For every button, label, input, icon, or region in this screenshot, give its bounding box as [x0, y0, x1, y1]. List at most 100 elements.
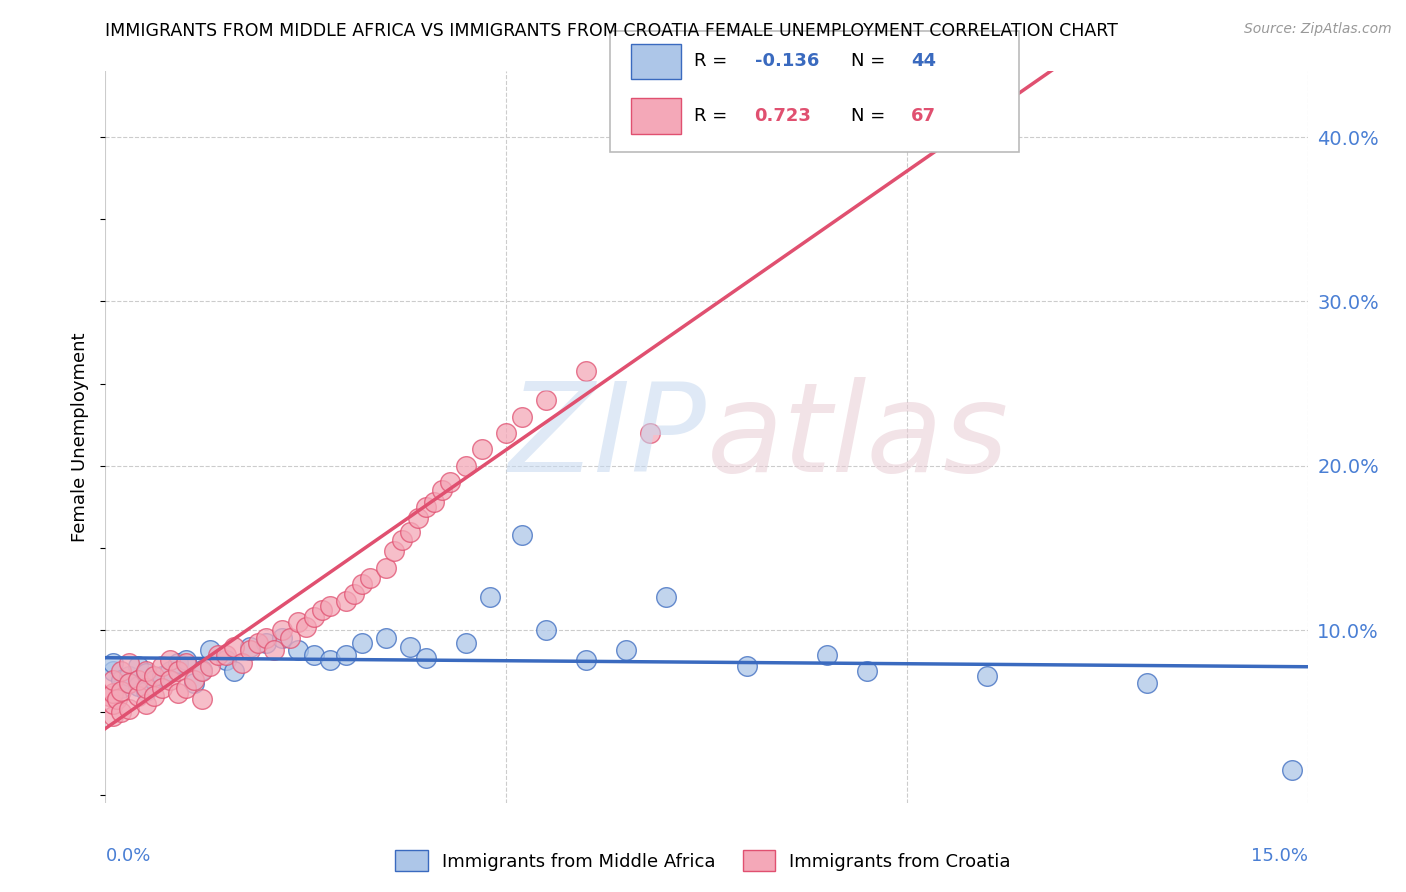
Point	[127, 659, 149, 673]
Bar	[631, 44, 682, 78]
Point	[399, 524, 422, 539]
Point	[190, 692, 212, 706]
Point	[198, 659, 221, 673]
Point	[135, 684, 157, 698]
Text: 67: 67	[911, 107, 936, 125]
Point	[214, 653, 236, 667]
Point	[110, 681, 132, 695]
Point	[399, 640, 422, 654]
Point	[127, 689, 149, 703]
Bar	[631, 98, 682, 134]
Point	[103, 697, 125, 711]
Point	[302, 610, 325, 624]
Point	[239, 643, 262, 657]
Point	[110, 665, 132, 679]
Text: Source: ZipAtlas.com: Source: ZipAtlas.com	[1244, 22, 1392, 37]
Point	[135, 665, 157, 680]
Point	[118, 669, 141, 683]
Point	[479, 591, 502, 605]
Point	[98, 689, 121, 703]
Point	[278, 632, 301, 646]
Point	[110, 684, 132, 698]
Point	[103, 656, 125, 670]
Point	[359, 571, 381, 585]
Point	[406, 511, 429, 525]
Point	[135, 697, 157, 711]
Point	[287, 643, 309, 657]
Text: -0.136: -0.136	[755, 52, 818, 70]
Text: atlas: atlas	[707, 376, 1008, 498]
Point	[190, 665, 212, 679]
Point	[415, 651, 437, 665]
Point	[510, 409, 533, 424]
Point	[118, 675, 141, 690]
Point	[246, 636, 269, 650]
Point	[374, 632, 398, 646]
Point	[159, 673, 181, 687]
Point	[616, 643, 638, 657]
Point	[166, 686, 188, 700]
Point	[166, 656, 188, 670]
Point	[343, 587, 366, 601]
Point	[135, 665, 157, 679]
Point	[118, 656, 141, 670]
Point	[374, 560, 398, 574]
Point	[231, 656, 253, 670]
Point	[110, 673, 132, 687]
Point	[263, 643, 285, 657]
Point	[495, 425, 517, 440]
Point	[150, 669, 173, 683]
Point	[127, 679, 149, 693]
Point	[454, 636, 477, 650]
Point	[239, 640, 262, 654]
Point	[655, 591, 678, 605]
Point	[640, 425, 662, 440]
Point	[127, 673, 149, 687]
Point	[311, 603, 333, 617]
Point	[439, 475, 461, 490]
Point	[350, 636, 373, 650]
Point	[319, 599, 342, 613]
Point	[575, 653, 598, 667]
Point	[150, 681, 173, 695]
Point	[142, 689, 165, 703]
Point	[103, 673, 125, 687]
Point	[174, 681, 197, 695]
Point	[391, 533, 413, 547]
Point	[855, 665, 877, 679]
Point	[350, 577, 373, 591]
Point	[335, 648, 357, 662]
Text: 15.0%: 15.0%	[1250, 847, 1308, 864]
Point	[166, 665, 188, 679]
Point	[214, 648, 236, 662]
Point	[183, 673, 205, 687]
Text: 0.0%: 0.0%	[105, 847, 150, 864]
Point	[222, 665, 245, 679]
Y-axis label: Female Unemployment: Female Unemployment	[72, 333, 90, 541]
Legend: Immigrants from Middle Africa, Immigrants from Croatia: Immigrants from Middle Africa, Immigrant…	[388, 843, 1018, 879]
Point	[174, 656, 197, 670]
Point	[222, 640, 245, 654]
Point	[183, 675, 205, 690]
Point	[1136, 675, 1159, 690]
Point	[118, 702, 141, 716]
Point	[287, 615, 309, 629]
Point	[382, 544, 405, 558]
Point	[679, 101, 702, 115]
Point	[103, 686, 125, 700]
Text: N =: N =	[851, 52, 891, 70]
Point	[159, 653, 181, 667]
Point	[198, 643, 221, 657]
Text: 44: 44	[911, 52, 936, 70]
Point	[510, 528, 533, 542]
Point	[142, 669, 165, 683]
Point	[302, 648, 325, 662]
Point	[319, 653, 342, 667]
Point	[423, 495, 446, 509]
Point	[103, 708, 125, 723]
Point	[335, 593, 357, 607]
Text: IMMIGRANTS FROM MIDDLE AFRICA VS IMMIGRANTS FROM CROATIA FEMALE UNEMPLOYMENT COR: IMMIGRANTS FROM MIDDLE AFRICA VS IMMIGRA…	[105, 22, 1118, 40]
Point	[110, 706, 132, 720]
Point	[103, 665, 125, 679]
Point	[118, 675, 141, 690]
